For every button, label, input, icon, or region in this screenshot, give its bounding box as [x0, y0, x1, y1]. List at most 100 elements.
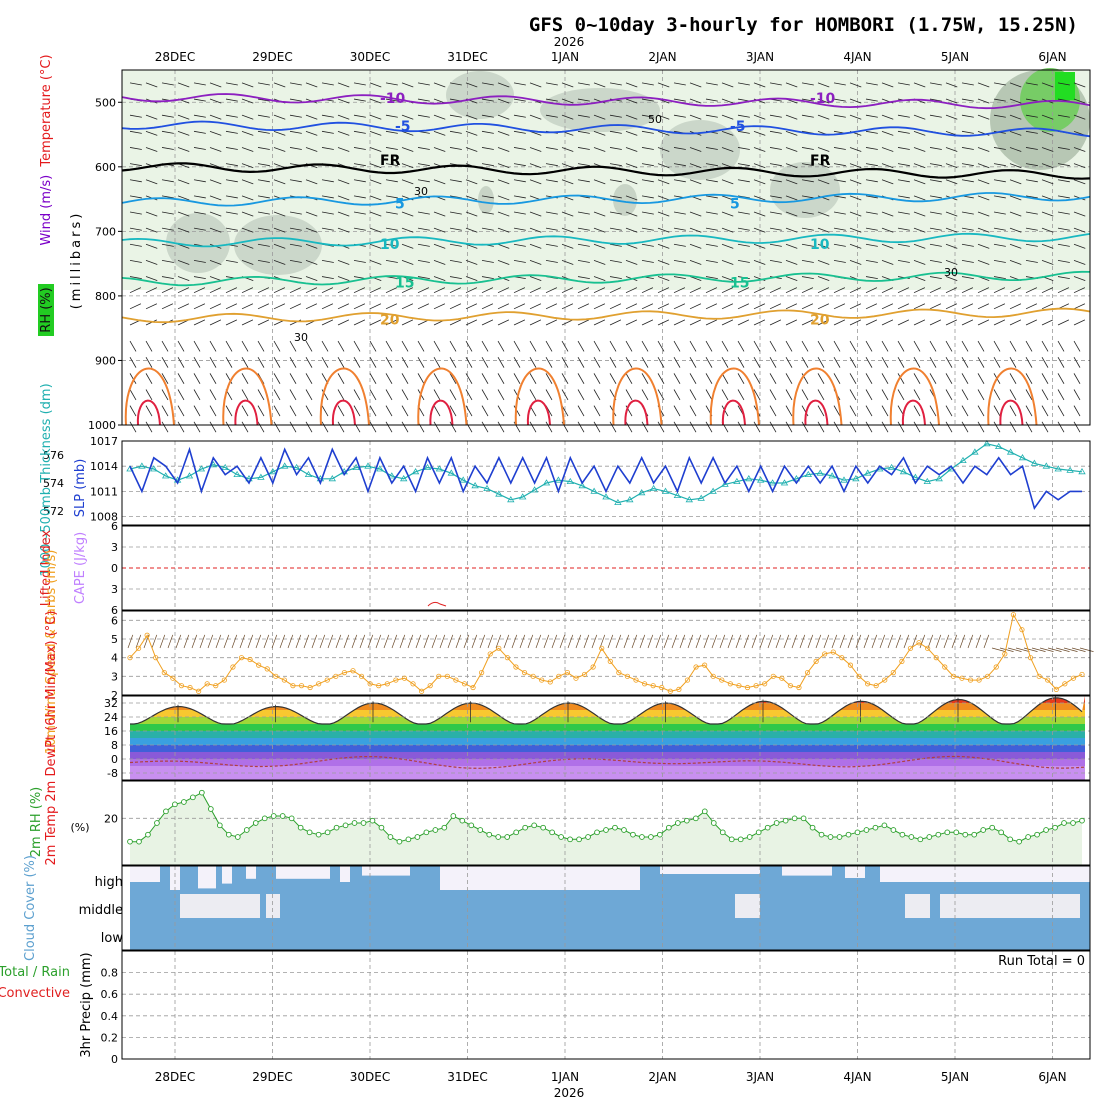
bottom-date-label: 29DEC [252, 1070, 292, 1084]
thickness-marker [959, 456, 967, 463]
wind-barb [929, 243, 942, 247]
rh2m-marker [216, 822, 223, 829]
wind10-marker [479, 669, 485, 676]
rh2m-marker [935, 831, 942, 838]
wind-barb [305, 227, 318, 233]
wind-barb [161, 421, 169, 433]
wind-barb [417, 163, 430, 167]
wind-barb [817, 319, 830, 326]
isotherm-30-loop [804, 399, 829, 426]
wind-barb [1009, 114, 1022, 120]
dry-lower-layer [122, 290, 1090, 425]
thickness-marker [602, 493, 610, 500]
wind-barb [513, 340, 521, 352]
wind-barb [577, 357, 585, 368]
wind-barb [289, 373, 297, 384]
thickness-marker [852, 475, 860, 482]
wind-barb [801, 82, 814, 86]
wind-barb [497, 227, 510, 233]
wind-barb [945, 179, 958, 185]
wind-barb [801, 319, 814, 326]
wind-barb [1057, 147, 1070, 150]
wind-barb [529, 287, 542, 294]
wind-barb [1041, 260, 1054, 265]
wind10-marker [779, 675, 785, 681]
wind-barb [1025, 357, 1033, 368]
wind-barb [305, 405, 313, 417]
rh-blob [613, 184, 637, 216]
wind-barb [481, 147, 494, 150]
wind-barb [785, 276, 798, 282]
cloud-clear-high [845, 866, 865, 878]
wind-barb [193, 114, 206, 118]
thickness-marker [733, 477, 741, 484]
rh2m-marker [288, 815, 295, 822]
precip-convective-label: Convective [0, 986, 70, 1001]
wind-barb [465, 276, 478, 282]
wind-barb [961, 211, 974, 215]
wind-barb [337, 114, 350, 120]
wind-barb [529, 276, 542, 282]
wind-barb [177, 357, 185, 368]
wind-barb [657, 303, 670, 310]
wind-barb [929, 340, 937, 352]
wind-barb [1025, 389, 1033, 401]
wind-barb [929, 163, 942, 167]
wind-barb [897, 303, 910, 310]
wind-barb [753, 147, 766, 152]
wind-barb [129, 260, 142, 263]
wind-barb [225, 227, 238, 231]
wind-barb [417, 357, 425, 368]
thickness-marker [578, 482, 586, 489]
wind-barb [273, 211, 286, 217]
wind-barb [513, 179, 526, 183]
wind-barb [433, 357, 441, 368]
wind-barb [513, 147, 526, 150]
temperature-band [130, 738, 1085, 745]
wind-barb [353, 82, 366, 86]
wind-barb [593, 130, 606, 136]
wind10-barb [207, 634, 214, 649]
wind-barb [545, 319, 558, 326]
wind10-marker [350, 668, 356, 674]
wind-barb [673, 319, 686, 326]
wind-barb [865, 114, 878, 118]
wind-barb [161, 405, 169, 417]
wind10-marker [273, 673, 279, 679]
wind-barb [129, 276, 142, 280]
wind-barb [625, 179, 638, 185]
wind-barb [481, 405, 489, 417]
wind10-marker [221, 677, 227, 683]
rh2m-marker [863, 827, 870, 833]
wind-barb [561, 260, 574, 265]
wind-barb [337, 211, 350, 217]
wind-barb [337, 373, 345, 384]
wind10-marker [856, 673, 862, 679]
slp-axis-label: SLP (mb) [73, 459, 88, 518]
rh2m-axis-label: 2m RH (%) [29, 787, 44, 858]
wind-barb [657, 421, 665, 433]
wind-barb [769, 303, 782, 310]
wind-barb [1025, 211, 1038, 215]
wind-barb [593, 114, 606, 120]
wind-barb [833, 260, 846, 263]
wind-barb [913, 276, 926, 282]
wind-barb [785, 405, 793, 417]
wind-barb [673, 211, 686, 215]
wind-barb [593, 340, 601, 352]
wind10-barb [911, 634, 918, 649]
wind-barb [865, 373, 873, 384]
lifted-index-trace [427, 601, 447, 607]
wind-barb [673, 98, 686, 102]
wind-barb [945, 389, 953, 401]
wind-barb [1073, 319, 1086, 326]
wind-barb [785, 179, 798, 185]
wind-barb [721, 227, 734, 233]
wind-barb [529, 211, 542, 217]
wind-barb [529, 227, 542, 233]
wind-barb [897, 211, 910, 215]
wind-barb [385, 227, 398, 231]
wind-barb [417, 243, 430, 247]
wind-barb [769, 243, 782, 247]
rh2m-marker [1043, 827, 1049, 833]
